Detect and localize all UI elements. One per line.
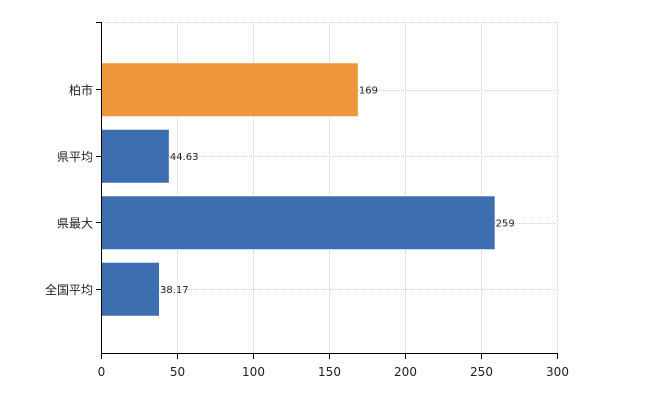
- x-tick-label: 50: [170, 365, 185, 379]
- bar: [101, 196, 495, 250]
- category-label: 全国平均: [45, 282, 93, 297]
- x-tick-label: 250: [470, 365, 493, 379]
- data-label: 169: [359, 85, 378, 96]
- bar: [101, 262, 160, 316]
- label-layer: 169 柏市 44.63 県平均 259 県最大 38.17 全国平均 0 50 100 150 200…: [45, 82, 569, 379]
- category-label: 柏市: [69, 82, 93, 97]
- data-label: 44.63: [170, 152, 199, 163]
- x-tick-label: 100: [242, 365, 265, 379]
- data-label: 38.17: [160, 285, 189, 296]
- bar: [101, 63, 358, 117]
- axis-layer: [96, 22, 558, 359]
- data-label: 259: [496, 218, 515, 229]
- bar-layer: [101, 63, 495, 316]
- x-tick-label: 0: [98, 365, 106, 379]
- bar: [101, 129, 169, 183]
- category-label: 県平均: [57, 150, 93, 164]
- x-tick-label: 150: [318, 365, 341, 379]
- x-tick-label: 200: [394, 365, 417, 379]
- category-label: 県最大: [57, 216, 93, 230]
- x-tick-label: 300: [546, 365, 569, 379]
